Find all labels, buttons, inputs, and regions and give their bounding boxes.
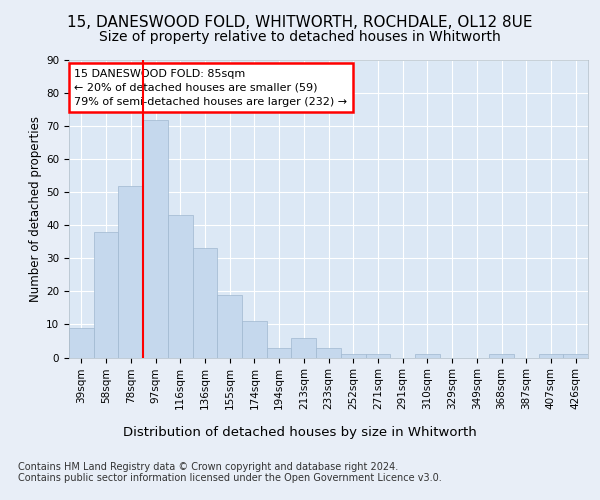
Bar bbox=[69, 328, 94, 358]
Bar bbox=[563, 354, 588, 358]
Bar bbox=[292, 338, 316, 357]
Bar bbox=[341, 354, 365, 358]
Bar bbox=[217, 294, 242, 358]
Bar bbox=[267, 348, 292, 358]
Bar bbox=[365, 354, 390, 358]
Text: 15 DANESWOOD FOLD: 85sqm
← 20% of detached houses are smaller (59)
79% of semi-d: 15 DANESWOOD FOLD: 85sqm ← 20% of detach… bbox=[74, 69, 347, 107]
Text: Distribution of detached houses by size in Whitworth: Distribution of detached houses by size … bbox=[123, 426, 477, 439]
Bar bbox=[193, 248, 217, 358]
Bar bbox=[143, 120, 168, 358]
Bar bbox=[539, 354, 563, 358]
Text: Size of property relative to detached houses in Whitworth: Size of property relative to detached ho… bbox=[99, 30, 501, 44]
Bar bbox=[415, 354, 440, 358]
Bar bbox=[168, 216, 193, 358]
Text: Contains HM Land Registry data © Crown copyright and database right 2024.
Contai: Contains HM Land Registry data © Crown c… bbox=[18, 462, 442, 483]
Y-axis label: Number of detached properties: Number of detached properties bbox=[29, 116, 42, 302]
Bar bbox=[242, 321, 267, 358]
Text: 15, DANESWOOD FOLD, WHITWORTH, ROCHDALE, OL12 8UE: 15, DANESWOOD FOLD, WHITWORTH, ROCHDALE,… bbox=[67, 15, 533, 30]
Bar bbox=[118, 186, 143, 358]
Bar bbox=[316, 348, 341, 358]
Bar bbox=[489, 354, 514, 358]
Bar bbox=[94, 232, 118, 358]
